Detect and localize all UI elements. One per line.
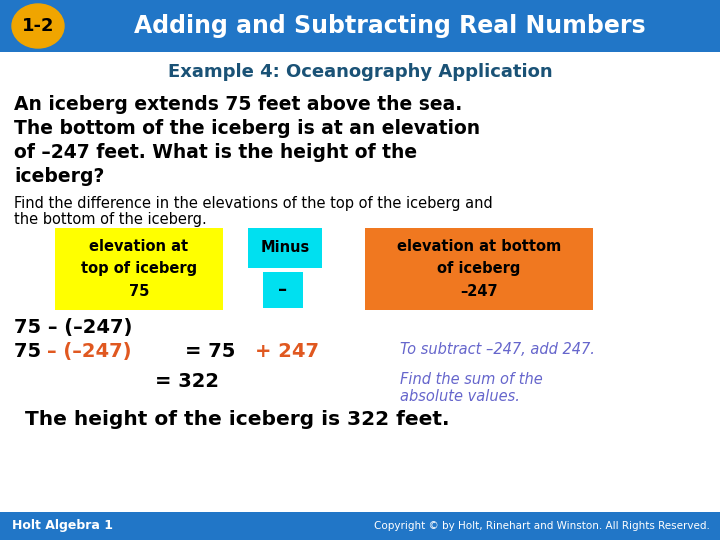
Text: 75 – (–247): 75 – (–247) bbox=[14, 318, 132, 337]
Text: Find the difference in the elevations of the top of the iceberg and: Find the difference in the elevations of… bbox=[14, 196, 492, 211]
Text: The height of the iceberg is 322 feet.: The height of the iceberg is 322 feet. bbox=[25, 410, 449, 429]
Text: Copyright © by Holt, Rinehart and Winston. All Rights Reserved.: Copyright © by Holt, Rinehart and Winsto… bbox=[374, 521, 710, 531]
Text: Holt Algebra 1: Holt Algebra 1 bbox=[12, 519, 113, 532]
Text: The bottom of the iceberg is at an elevation: The bottom of the iceberg is at an eleva… bbox=[14, 119, 480, 138]
Bar bbox=[263, 272, 303, 308]
Text: 75: 75 bbox=[14, 342, 48, 361]
Text: –: – bbox=[279, 281, 287, 299]
Text: Minus: Minus bbox=[261, 240, 310, 255]
Bar bbox=[0, 0, 720, 52]
Text: = 322: = 322 bbox=[155, 372, 219, 391]
Text: elevation at bottom
of iceberg
–247: elevation at bottom of iceberg –247 bbox=[397, 239, 561, 299]
Text: Adding and Subtracting Real Numbers: Adding and Subtracting Real Numbers bbox=[134, 14, 646, 38]
Bar bbox=[55, 228, 223, 310]
Text: 1-2: 1-2 bbox=[22, 17, 54, 35]
Text: – (–247): – (–247) bbox=[47, 342, 132, 361]
Text: absolute values.: absolute values. bbox=[400, 389, 520, 404]
Text: + 247: + 247 bbox=[255, 342, 319, 361]
Text: Find the sum of the: Find the sum of the bbox=[400, 372, 543, 387]
Text: of –247 feet. What is the height of the: of –247 feet. What is the height of the bbox=[14, 143, 417, 162]
Text: = 75: = 75 bbox=[185, 342, 242, 361]
Bar bbox=[365, 228, 593, 310]
Text: elevation at
top of iceberg
75: elevation at top of iceberg 75 bbox=[81, 239, 197, 299]
Text: the bottom of the iceberg.: the bottom of the iceberg. bbox=[14, 212, 207, 227]
Text: To subtract –247, add 247.: To subtract –247, add 247. bbox=[400, 342, 595, 357]
Text: Example 4: Oceanography Application: Example 4: Oceanography Application bbox=[168, 63, 552, 81]
Bar bbox=[0, 512, 720, 540]
Text: iceberg?: iceberg? bbox=[14, 167, 104, 186]
Text: An iceberg extends 75 feet above the sea.: An iceberg extends 75 feet above the sea… bbox=[14, 95, 462, 114]
Ellipse shape bbox=[12, 4, 64, 48]
Bar bbox=[248, 228, 322, 268]
